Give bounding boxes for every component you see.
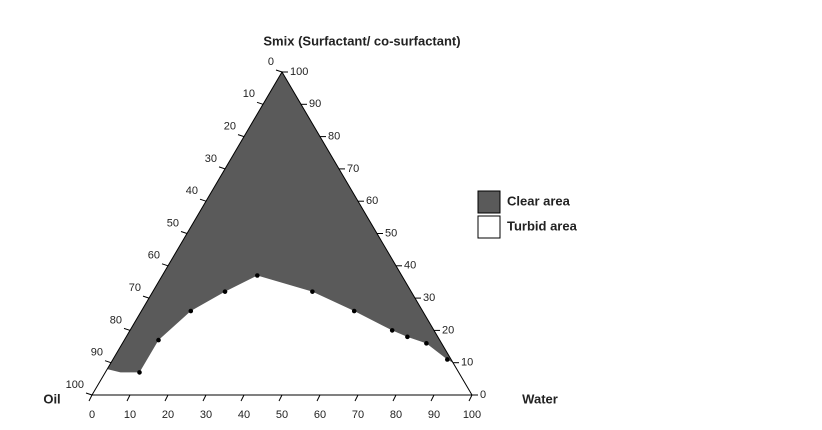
- tick: [126, 394, 131, 402]
- water-tick-label: 30: [200, 409, 212, 421]
- oil-tick-label: 10: [243, 88, 255, 100]
- tick: [316, 394, 321, 402]
- oil-tick-label: 100: [66, 379, 84, 391]
- smix-tick-label: 10: [461, 357, 473, 369]
- oil-tick-label: 20: [224, 121, 236, 133]
- chart-title: Smix (Surfactant/ co-surfactant): [263, 33, 460, 48]
- legend-swatch: [477, 190, 501, 214]
- tick: [218, 166, 226, 170]
- tick: [88, 394, 93, 402]
- tick: [123, 327, 131, 331]
- data-point: [188, 308, 194, 314]
- oil-label: Oil: [43, 391, 60, 406]
- tick: [392, 394, 397, 402]
- smix-tick-label: 40: [404, 260, 416, 272]
- data-point: [156, 337, 161, 343]
- water-tick-label: 90: [428, 409, 440, 421]
- oil-tick-label: 90: [91, 347, 103, 359]
- data-point: [445, 357, 450, 362]
- water-label: Water: [522, 391, 558, 406]
- oil-tick-label: 50: [167, 217, 179, 229]
- smix-tick-label: 50: [385, 227, 397, 239]
- smix-tick-label: 80: [328, 131, 340, 143]
- data-point: [405, 334, 410, 340]
- tick: [142, 295, 150, 299]
- oil-tick-label: 60: [148, 250, 160, 262]
- tick: [278, 394, 283, 402]
- tick: [430, 394, 435, 402]
- tick: [275, 69, 283, 73]
- oil-tick-label: 80: [110, 314, 122, 326]
- data-point: [389, 328, 395, 333]
- tick: [256, 101, 264, 105]
- tick: [240, 394, 245, 402]
- legend-label: Turbid area: [507, 218, 578, 233]
- data-point: [222, 289, 228, 294]
- data-point: [424, 341, 429, 346]
- water-tick-label: 10: [124, 409, 136, 421]
- tick: [180, 231, 188, 234]
- smix-tick-label: 20: [442, 324, 454, 336]
- tick: [85, 392, 93, 396]
- oil-tick-label: 70: [129, 282, 141, 294]
- legend-label: Clear area: [507, 193, 571, 208]
- water-tick-label: 70: [352, 409, 364, 421]
- water-tick-label: 100: [463, 409, 481, 421]
- water-tick-label: 50: [276, 409, 288, 421]
- oil-tick-label: 30: [205, 153, 217, 165]
- water-tick-label: 60: [314, 409, 326, 421]
- oil-tick-label: 40: [186, 185, 198, 197]
- tick: [161, 263, 169, 267]
- smix-tick-label: 90: [309, 98, 321, 110]
- data-point: [351, 308, 357, 314]
- smix-tick-label: 30: [423, 292, 435, 304]
- data-point: [310, 289, 315, 294]
- water-tick-label: 0: [89, 409, 95, 421]
- tick: [199, 198, 207, 202]
- clear-area: [107, 72, 453, 373]
- water-tick-label: 20: [162, 409, 174, 421]
- tick: [202, 394, 207, 402]
- smix-tick-label: 60: [366, 195, 378, 207]
- legend-swatch: [477, 215, 501, 239]
- smix-tick-label: 70: [347, 163, 359, 175]
- data-point: [137, 370, 142, 375]
- tick: [468, 394, 473, 402]
- smix-tick-label: 0: [480, 389, 486, 401]
- tick: [104, 360, 112, 364]
- data-point: [254, 273, 260, 278]
- tick: [164, 394, 169, 402]
- smix-tick-label: 100: [290, 66, 308, 78]
- tick: [237, 134, 245, 138]
- water-tick-label: 40: [238, 409, 250, 421]
- oil-tick-label: 0: [268, 56, 274, 68]
- water-tick-label: 80: [390, 409, 402, 421]
- tick: [354, 394, 359, 402]
